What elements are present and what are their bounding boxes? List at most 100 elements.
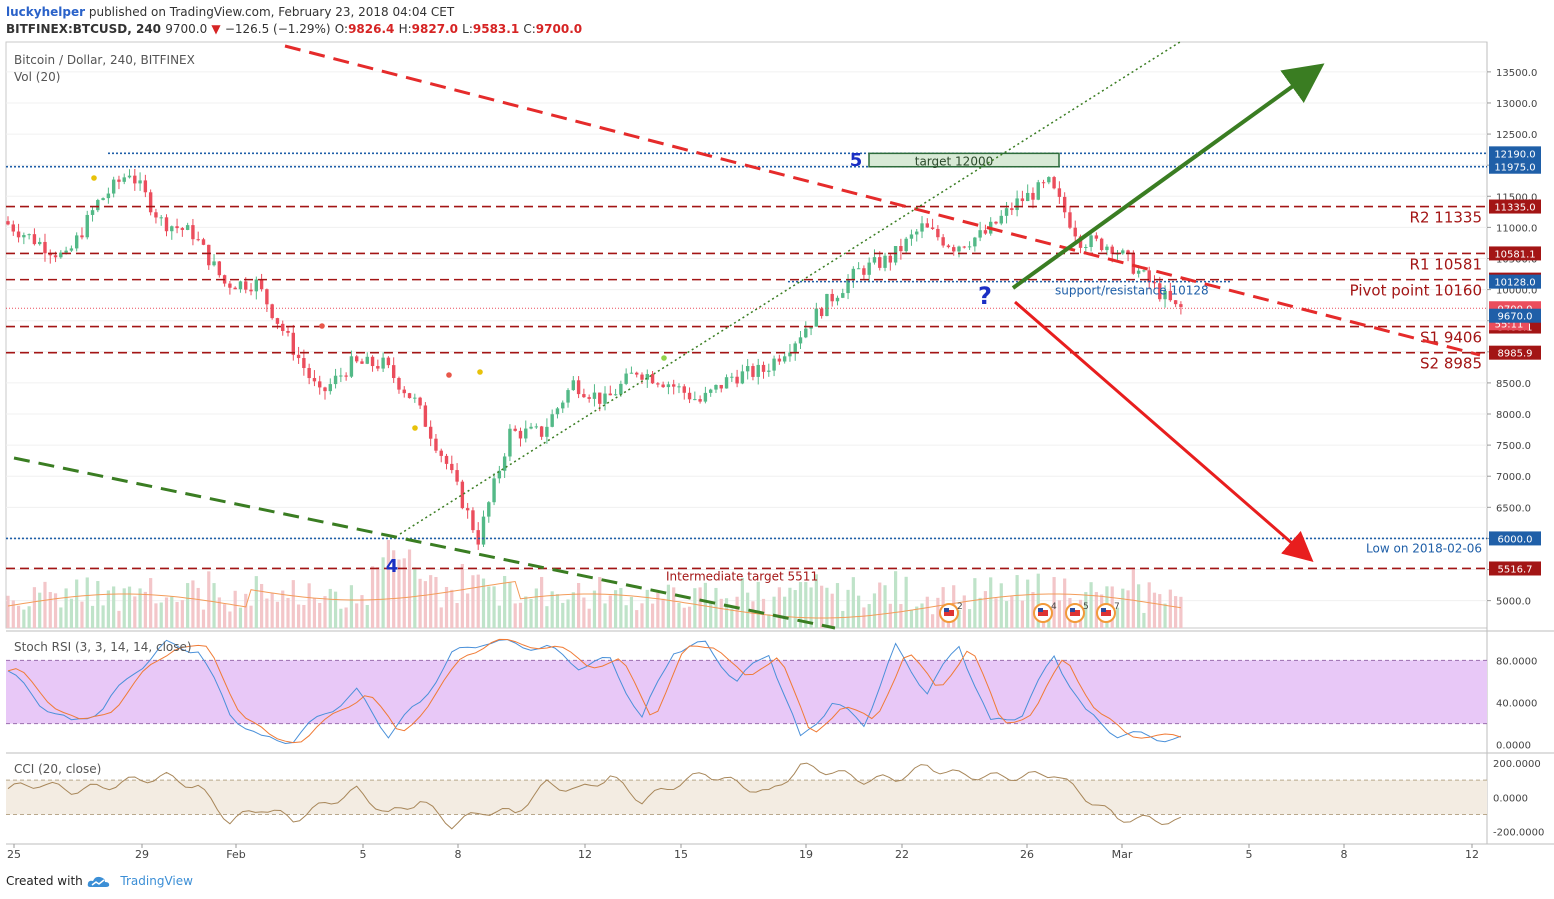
volume-bar [323, 596, 327, 628]
candle-body [106, 193, 111, 199]
y-tick-label: 12500.0 [1496, 130, 1537, 141]
candle-body [888, 255, 893, 263]
candle-body [677, 386, 681, 388]
volume-bar [138, 588, 142, 628]
candle-body [724, 377, 729, 389]
volume-bar [159, 602, 163, 628]
volume-bar [16, 605, 21, 628]
candle-body [27, 234, 31, 236]
candle-body [830, 293, 834, 302]
price-badge-label: 6000.0 [1498, 534, 1533, 545]
down-triangle-icon: ▼ [211, 22, 221, 36]
price-badges: 11975.012190.011335.010581.110160.210128… [1489, 146, 1541, 576]
volume-bar [846, 589, 850, 628]
candle-body [846, 280, 850, 294]
indicator-panes [6, 638, 1487, 830]
open-label: O: [334, 22, 349, 36]
symbol-text: BITFINEX:BTCUSD, 240 [6, 22, 162, 36]
candle-body [1062, 196, 1067, 213]
volume-bar [180, 600, 184, 628]
downtrend-resistance-line [284, 44, 1481, 357]
price-badge [1489, 146, 1541, 161]
signal-dot [91, 175, 97, 181]
candle-body [138, 180, 142, 184]
candle-body [270, 304, 274, 319]
candle-body [524, 428, 528, 439]
candle-body [80, 235, 84, 238]
x-tick-label: 12 [578, 848, 592, 861]
candle-body [587, 397, 591, 399]
stoch-rsi-tick-label: 0.0000 [1496, 741, 1531, 752]
volume-bar [133, 596, 137, 628]
event-flag-canton [944, 608, 949, 612]
price-badge [1489, 246, 1541, 261]
volume-bar [339, 608, 343, 628]
stoch-rsi-band [6, 660, 1487, 724]
candle-body [148, 192, 153, 213]
volume-bar [328, 588, 332, 628]
volume-bar [783, 596, 787, 628]
candle-body [788, 352, 792, 357]
author-name[interactable]: luckyhelper [6, 5, 86, 19]
volume-bar [487, 586, 491, 628]
target-box [868, 152, 1060, 168]
countdown-label: 55:11 [1495, 319, 1524, 330]
candle-body [983, 230, 988, 234]
volume-bar [497, 605, 501, 628]
candle-body [43, 241, 47, 254]
candle-body [476, 530, 480, 545]
volume-ma-line [7, 580, 1181, 619]
candle-body [48, 253, 52, 256]
volume-bar [904, 576, 908, 628]
volume-bar [275, 601, 280, 628]
event-flag-stripe [1101, 610, 1111, 616]
candle-body [1173, 300, 1178, 305]
created-with-text: Created with [6, 874, 83, 888]
y-tick-label: 6500.0 [1496, 503, 1531, 514]
candle-body [1152, 282, 1157, 284]
candle-body [228, 283, 232, 288]
volume-bar [566, 599, 570, 628]
candle-body [249, 289, 253, 292]
volume-bar [492, 586, 496, 628]
volume-bar [439, 607, 443, 628]
candle-body [38, 241, 42, 245]
volume-bar [186, 583, 190, 628]
volume-bar [444, 586, 449, 628]
volume-bar [925, 596, 929, 628]
candle-body [339, 375, 343, 377]
candle-body [502, 456, 507, 471]
volume-bar [751, 601, 755, 628]
candle-body [386, 357, 391, 366]
candle-body [302, 358, 306, 369]
volume-bar [1004, 601, 1009, 628]
candle-body [296, 354, 301, 359]
volume-bar [27, 606, 31, 628]
candle-body [624, 373, 628, 384]
price-badge-label: 5516.7 [1498, 564, 1533, 575]
candle-body [719, 384, 723, 389]
volume-bar [635, 610, 639, 628]
event-flag-stripe [1070, 610, 1080, 616]
volume-bar [930, 614, 935, 628]
candle-body [259, 279, 264, 290]
cci-title: CCI (20, close) [14, 762, 101, 776]
tradingview-link[interactable]: TradingView [120, 874, 193, 888]
footer: Created with TradingView [6, 874, 193, 889]
volume-bar [524, 596, 528, 628]
volume-bar [571, 592, 575, 628]
volume-bar [302, 604, 306, 628]
candle-body [1084, 247, 1088, 249]
candle-body [867, 262, 871, 275]
candle-body [777, 358, 782, 362]
candle-body [851, 268, 856, 281]
candle-body [391, 365, 396, 379]
volume-bar [883, 585, 887, 628]
volume-bar [244, 593, 248, 628]
volume-bar [1158, 594, 1162, 628]
candle-body [1068, 212, 1072, 228]
price-level-label: Low on 2018-02-06 [1366, 541, 1482, 555]
candle-body [164, 217, 169, 232]
volume-bar [698, 587, 702, 628]
